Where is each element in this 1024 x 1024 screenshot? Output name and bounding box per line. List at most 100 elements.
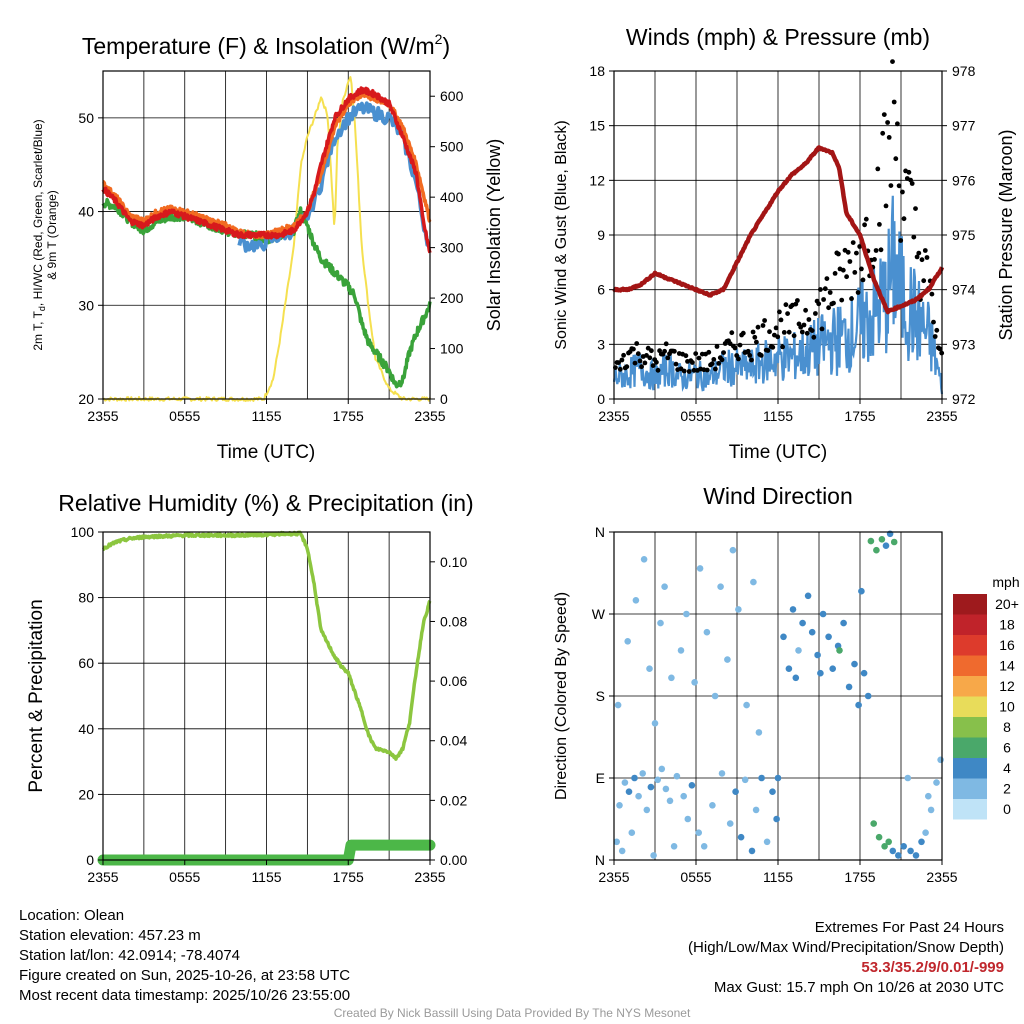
direction-point <box>709 802 716 809</box>
temperature-y2tick-label: 100 <box>440 341 464 357</box>
direction-legend-label: 0 <box>1003 801 1011 817</box>
humidity-xtick-label: 2355 <box>414 869 445 885</box>
direction-point <box>688 782 696 789</box>
winds-gust-point <box>693 351 699 356</box>
direction-legend-label: 14 <box>999 658 1015 674</box>
winds-gust-point <box>847 259 853 264</box>
humidity-title: Relative Humidity (%) & Precipitation (i… <box>58 490 473 516</box>
direction-point <box>840 619 847 627</box>
winds-gust-point <box>681 368 687 374</box>
direction-point <box>925 792 932 800</box>
direction-xtick-label: 1155 <box>763 869 793 885</box>
winds-gust-point <box>773 325 779 331</box>
direction-point <box>684 815 692 823</box>
direction-point <box>632 597 640 604</box>
direction-ytick-label: E <box>596 770 605 786</box>
winds-gust-point <box>911 234 917 240</box>
winds-gust-point <box>624 364 630 370</box>
winds-ytick-label: 0 <box>597 391 605 407</box>
humidity-xtick-label: 1755 <box>333 869 364 885</box>
winds-gust-point <box>922 248 928 253</box>
winds-gust-point <box>883 203 889 209</box>
winds-gust-point <box>749 357 754 363</box>
direction-point <box>695 829 702 836</box>
winds-gust-point <box>649 348 654 354</box>
direction-legend-label: 12 <box>999 678 1015 694</box>
humidity-xtick-label: 1155 <box>251 869 281 885</box>
extremes-title: Extremes For Past 24 Hours <box>814 919 1004 936</box>
winds-gust-point <box>813 311 818 316</box>
station-elevation: Station elevation: 457.23 m <box>19 927 201 944</box>
direction-point <box>912 852 920 859</box>
direction-ytick-label: S <box>596 688 605 704</box>
winds-gust-point <box>850 240 856 246</box>
direction-point <box>927 806 935 814</box>
direction-grid <box>614 532 942 860</box>
direction-point <box>635 792 642 800</box>
winds-y2tick-label: 972 <box>952 391 976 407</box>
direction-point <box>780 633 787 641</box>
winds-gust-point <box>647 355 653 361</box>
direction-point <box>907 847 914 855</box>
direction-point <box>922 829 929 836</box>
winds-gust-point <box>778 317 784 323</box>
direction-point <box>624 638 631 645</box>
winds-panel: Winds (mph) & Pressure (mb) 2355 0555 1155… <box>553 24 1016 463</box>
direction-legend-swatch <box>953 758 987 779</box>
direction-point <box>758 774 765 782</box>
winds-ytick-label: 6 <box>597 282 605 298</box>
winds-gust-point <box>844 274 849 280</box>
extremes-subtitle: (High/Low/Max Wind/Precipitation/Snow De… <box>688 939 1004 956</box>
winds-gust-point <box>617 366 623 372</box>
winds-gust-point <box>706 349 712 355</box>
winds-gust-point <box>809 328 815 333</box>
winds-title: Winds (mph) & Pressure (mb) <box>626 24 930 50</box>
direction-ytick-label: W <box>592 606 606 622</box>
winds-gust-point <box>824 276 830 281</box>
winds-gust-point <box>711 357 717 362</box>
credit-line: Created By Nick Bassill Using Data Provi… <box>333 1006 691 1020</box>
winds-gust-point <box>921 278 927 284</box>
winds-gust-point <box>786 329 792 335</box>
winds-gust-point <box>855 290 861 295</box>
humidity-grid <box>103 532 430 860</box>
winds-gust-point <box>806 317 812 322</box>
direction-point <box>799 619 806 627</box>
winds-gust-point <box>914 254 920 260</box>
temperature-y2tick-label: 0 <box>440 391 448 407</box>
direction-point <box>696 565 704 572</box>
direction-point <box>614 701 622 709</box>
direction-legend-label: 8 <box>1003 719 1011 735</box>
direction-point <box>616 802 623 809</box>
direction-legend-swatch <box>953 635 987 656</box>
humidity-ytick-label: 60 <box>78 655 94 671</box>
direction-legend-swatch <box>953 799 987 820</box>
winds-gust-point <box>777 309 782 315</box>
direction-point <box>829 665 836 672</box>
winds-y2tick-label: 976 <box>952 172 976 188</box>
humidity-y2tick-label: 0.04 <box>440 733 467 749</box>
direction-point <box>845 683 853 691</box>
humidity-ylabel-left: Percent & Precipitation <box>26 599 47 792</box>
winds-gust-point <box>893 156 899 162</box>
winds-gust-point <box>686 369 692 374</box>
winds-gust-point <box>791 333 797 339</box>
winds-gust-point <box>781 330 787 335</box>
winds-ytick-label: 18 <box>589 63 605 79</box>
direction-point <box>717 583 724 590</box>
winds-gust-point <box>696 355 702 361</box>
winds-ytick-label: 3 <box>597 336 605 352</box>
direction-legend-swatch <box>953 676 987 697</box>
humidity-y2tick-label: 0.00 <box>440 852 467 868</box>
direction-point <box>703 628 711 636</box>
winds-gust-point <box>801 322 807 328</box>
direction-point <box>651 720 659 727</box>
winds-gust-point <box>639 364 644 370</box>
temperature-ytick-label: 30 <box>78 297 94 313</box>
temperature-xtick-label: 2355 <box>87 408 118 424</box>
direction-point <box>625 788 633 795</box>
direction-point <box>889 847 897 855</box>
station-latlon: Station lat/lon: 42.0914; -78.4074 <box>19 947 241 964</box>
winds-gust-point <box>729 330 735 336</box>
